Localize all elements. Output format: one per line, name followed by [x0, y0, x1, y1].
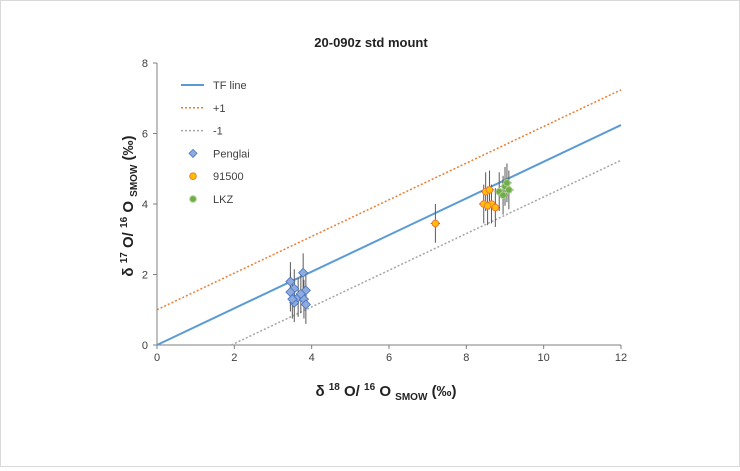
tick-labels: 0 2 4 6 8 10 12 0 2 4 6 8	[142, 58, 627, 364]
legend-swatch-91500	[189, 172, 197, 180]
y-tick-label: 2	[142, 270, 148, 282]
point-penglai	[298, 267, 309, 278]
legend-label: Penglai	[213, 148, 250, 160]
y-label-delta: δ	[120, 267, 137, 276]
legend-swatch-penglai	[188, 148, 198, 158]
y-tick-label: 6	[142, 129, 148, 141]
legend-swatch-lkz	[189, 195, 197, 203]
x-tick-label: 0	[154, 352, 160, 364]
point-lkz	[503, 179, 511, 187]
x-tick-label: 12	[615, 352, 627, 364]
y-tick-label: 0	[142, 340, 148, 352]
point-lkz	[499, 191, 507, 199]
reference-line--1	[231, 159, 622, 346]
y-label-sub: SMOW	[129, 164, 140, 197]
y-label-el1: O/	[120, 231, 137, 248]
error-bars	[285, 163, 514, 324]
x-tick-label: 2	[231, 352, 237, 364]
legend-label: LKZ	[213, 194, 233, 206]
x-axis-label: δ 18 O/ 16 O SMOW (‰)	[315, 377, 456, 404]
legend-label: -1	[213, 126, 223, 138]
y-label-mass2: 16	[119, 216, 130, 228]
x-label-mass2: 16	[364, 382, 376, 393]
chart-title: 20-090z std mount	[314, 35, 428, 50]
point-penglai	[287, 294, 298, 305]
x-label-mass1: 18	[329, 382, 341, 393]
point-penglai	[300, 299, 311, 310]
point-91500	[431, 219, 440, 228]
legend-label: TF line	[213, 80, 247, 92]
x-label-delta: δ	[315, 383, 324, 400]
y-tick-label: 8	[142, 58, 148, 70]
reference-line-tf-line	[156, 124, 622, 346]
x-tick-label: 8	[463, 352, 469, 364]
reference-line--1	[156, 89, 622, 311]
y-label-el2: O	[120, 201, 137, 213]
point-penglai	[295, 288, 306, 299]
x-label-el1: O/	[344, 383, 361, 400]
point-lkz	[505, 186, 513, 194]
x-tick-label: 10	[538, 352, 550, 364]
axes	[153, 62, 622, 349]
legend-label: +1	[213, 103, 226, 115]
legend-label: 91500	[213, 171, 244, 183]
x-label-el2: O	[379, 383, 391, 400]
point-penglai	[285, 276, 296, 287]
point-91500	[483, 201, 492, 210]
y-label-mass1: 17	[119, 252, 130, 264]
x-tick-label: 6	[386, 352, 392, 364]
point-91500	[485, 186, 494, 194]
y-tick-label: 4	[142, 199, 148, 211]
reference-lines	[156, 89, 622, 346]
legend: TF line +1 -1 Penglai 91500 LKZ	[181, 80, 250, 206]
x-label-unit: (‰)	[432, 383, 457, 400]
plot-area: 0 2 4 6 8 10 12 0 2 4 6 8	[142, 58, 627, 364]
y-axis-label: δ 17 O/ 16 O SMOW (‰)	[114, 135, 141, 276]
y-label-unit: (‰)	[120, 135, 137, 160]
x-tick-label: 4	[309, 352, 315, 364]
data-markers	[285, 179, 513, 310]
x-label-sub: SMOW	[395, 392, 428, 403]
point-91500	[491, 203, 500, 212]
